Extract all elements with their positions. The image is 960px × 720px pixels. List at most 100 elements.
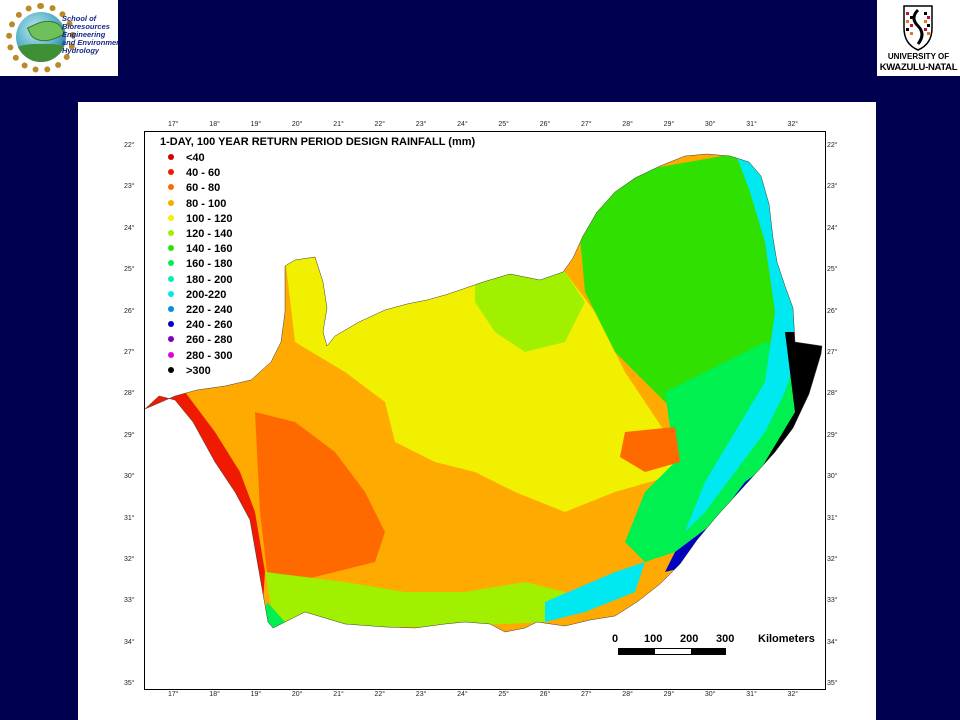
tick-label: 25° (498, 121, 509, 128)
tick-label: 28° (622, 691, 633, 698)
tick-label: 24° (124, 224, 135, 232)
tick-label: 23° (827, 183, 838, 191)
tick-label: 30° (827, 473, 838, 481)
tick-label: 27° (581, 121, 592, 128)
tick-label: 28° (124, 390, 135, 398)
legend-item: 220 - 240 (168, 304, 232, 318)
legend-label: 80 - 100 (186, 197, 227, 210)
tick-label: 21° (333, 121, 344, 128)
tick-label: 31° (746, 121, 757, 128)
tick-label: 27° (827, 349, 838, 356)
legend-label: 220 - 240 (186, 304, 233, 316)
legend-label: 280 - 300 (186, 349, 233, 362)
tick-label: 19° (250, 121, 262, 128)
tick-label: 22° (827, 142, 838, 149)
globe-emblem-icon (16, 12, 66, 62)
legend-item: >300 (168, 365, 211, 379)
tick-label: 35° (827, 680, 838, 688)
legend-item: <40 (168, 152, 205, 166)
legend-swatch-icon (168, 230, 174, 236)
legend-label: 240 - 260 (186, 319, 233, 332)
legend-item: 200-220 (168, 289, 226, 303)
tick-label: 19° (250, 691, 262, 698)
tick-label: 29° (827, 431, 838, 439)
tick-label: 31° (124, 514, 135, 522)
tick-label: 24° (457, 691, 468, 698)
tick-label: 18° (209, 691, 220, 698)
legend-swatch-icon (168, 275, 174, 282)
legend-label: 100 - 120 (186, 212, 233, 225)
tick-label: 23° (415, 121, 427, 128)
legend-item: 240 - 260 (168, 319, 232, 333)
tick-label: 35° (124, 680, 135, 688)
tick-label: 34° (827, 638, 838, 646)
legend-swatch-icon (168, 245, 174, 252)
tick-label: 30° (124, 473, 135, 481)
legend-label: >300 (186, 364, 211, 377)
tick-label: 32° (787, 121, 799, 128)
tick-label: 30° (704, 121, 716, 128)
tick-label: 20° (291, 121, 303, 128)
scale-unit: Kilometers (758, 633, 815, 645)
tick-label: 23° (124, 183, 135, 191)
tick-label: 26° (539, 691, 551, 698)
university-name-line1: UNIVERSITY OF (887, 52, 950, 61)
gear-emblem-icon (6, 3, 76, 73)
tick-label: 25° (827, 266, 838, 274)
tick-label: 25° (124, 266, 135, 274)
country-outline (144, 153, 823, 633)
tick-label: 29° (663, 691, 675, 698)
tick-label: 22° (124, 142, 135, 149)
tick-label: 32° (827, 556, 838, 563)
legend-swatch-icon (168, 336, 174, 343)
rainfall-map-panel: 17° 18° 19° 20° 21° 22° 23° 24° 25° 26° 27° 28° 29° 3… (78, 102, 876, 720)
tick-label: 32° (787, 691, 799, 698)
school-logo-text: School of Bioresources Engineering and E… (62, 14, 118, 55)
tick-label: 33° (124, 597, 135, 605)
rainfall-zones (145, 154, 822, 632)
map-frame (144, 131, 826, 690)
legend-label: 140 - 160 (186, 243, 233, 256)
tick-label: 25° (498, 691, 509, 698)
legend-label: 180 - 200 (186, 273, 233, 286)
tick-label: 22° (374, 691, 386, 698)
tick-label: 20° (291, 691, 303, 698)
tick-label: 29° (124, 431, 135, 439)
tick-label: 22° (374, 121, 386, 128)
legend-item: 260 - 280 (168, 334, 232, 348)
legend-item: 140 - 160 (168, 243, 232, 257)
tick-label: 31° (746, 691, 757, 698)
legend-title: 1-DAY, 100 YEAR RETURN PERIOD DESIGN RAI… (160, 136, 476, 148)
tick-label: 27° (124, 349, 135, 356)
legend-label: 200-220 (186, 288, 227, 301)
legend-swatch-icon (168, 184, 174, 191)
tick-label: 24° (827, 224, 838, 232)
scale-label-0: 0 (612, 633, 619, 645)
legend-label: 120 - 140 (186, 228, 233, 240)
tick-label: 23° (415, 691, 427, 698)
crest-icon (903, 5, 933, 51)
tick-label: 30° (704, 691, 716, 698)
tick-label: 28° (622, 121, 633, 128)
legend-label: 260 - 280 (186, 334, 233, 347)
scale-label-100: 100 (644, 633, 663, 645)
tick-label: 33° (827, 597, 838, 605)
legend-item: 120 - 140 (168, 228, 232, 242)
university-logo: UNIVERSITY OF KWAZULU-NATAL (877, 0, 960, 76)
legend-swatch-icon (168, 351, 174, 358)
tick-label: 21° (333, 691, 344, 698)
scale-label-200: 200 (680, 633, 699, 645)
scale-label-300: 300 (716, 633, 735, 645)
legend-swatch-icon (168, 169, 174, 176)
tick-label: 27° (581, 691, 592, 698)
legend-swatch-icon (168, 199, 174, 206)
tick-label: 24° (457, 121, 468, 128)
legend-swatch-icon (168, 306, 174, 312)
legend-item: 280 - 300 (168, 350, 232, 364)
legend-label: 40 - 60 (186, 167, 221, 180)
legend-swatch-icon (168, 214, 174, 221)
legend-item: 160 - 180 (168, 258, 232, 272)
legend-item: 40 - 60 (168, 167, 220, 181)
tick-label: 29° (663, 121, 675, 128)
tick-label: 17° (168, 691, 179, 698)
